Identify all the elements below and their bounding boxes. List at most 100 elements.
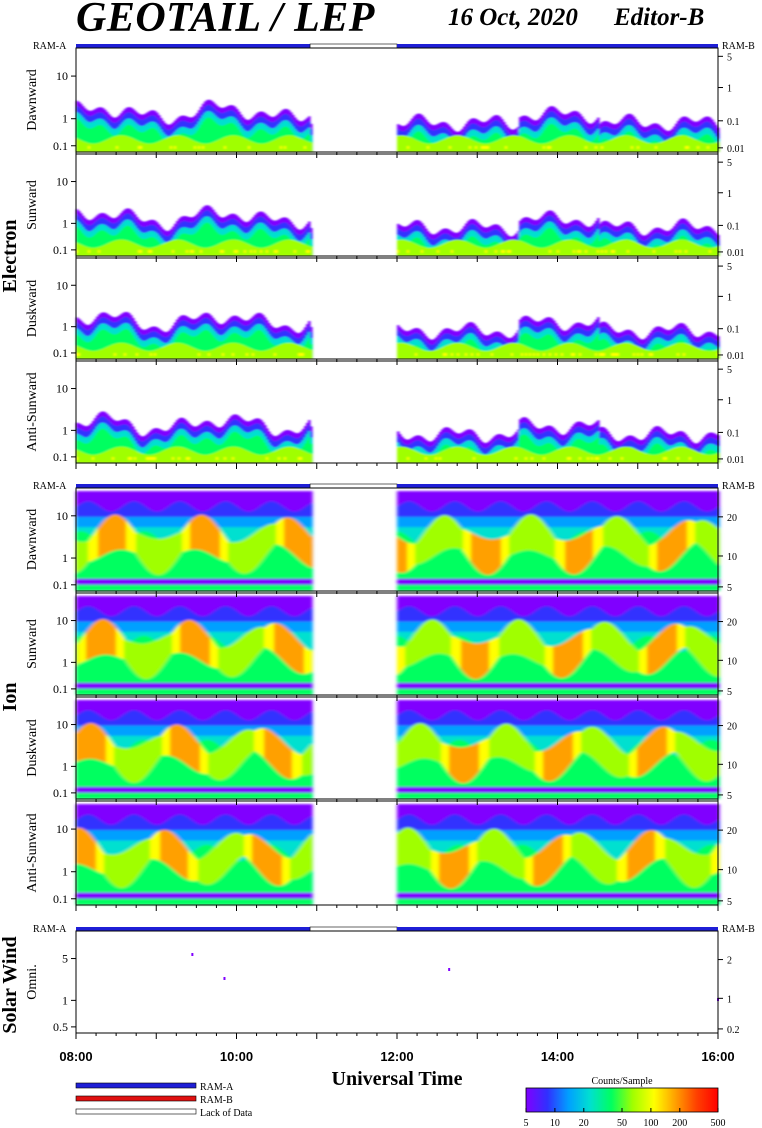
y-tick-right-label: 10 (727, 656, 737, 667)
y-tick-label: 5 (62, 952, 68, 966)
colorbar-tick-label: 5 (524, 1118, 529, 1128)
y-tick-right-label: 1 (727, 396, 732, 407)
y-tick-right-label: 1 (727, 189, 732, 200)
y-tick-label: 10 (56, 718, 68, 732)
x-tick-label: 08:00 (59, 1049, 92, 1064)
solar-wind-point (191, 953, 194, 956)
panel-axes: 10 1 0.1 5 1 0.1 0.01 Duskward (25, 257, 745, 365)
legend-label-lack: Lack of Data (200, 1108, 253, 1119)
y-tick-right-label: 20 (727, 826, 737, 837)
panel-label: Dawnward (25, 509, 40, 570)
y-tick-label: 0.1 (53, 346, 68, 360)
y-tick-label: 1 (62, 551, 68, 565)
solar-wind-point (223, 977, 226, 980)
spectrogram-panel (76, 700, 720, 799)
y-tick-label: 1 (62, 112, 68, 126)
y-tick-right-label: 0.1 (727, 325, 740, 336)
y-tick-right-label: 10 (727, 552, 737, 563)
y-tick-right-label: 1 (727, 292, 732, 303)
spectrogram-panel (76, 312, 720, 359)
y-tick-right-label: 5 (727, 583, 732, 594)
ram-a-label: RAM-A (33, 41, 67, 52)
y-tick-label: 1 (62, 216, 68, 230)
legend-swatch-lack (75, 1108, 197, 1115)
y-tick-label: 10 (56, 382, 68, 396)
panel-label: Sunward (25, 619, 40, 669)
y-tick-right-label: 20 (727, 513, 737, 524)
ram-a-segment (76, 44, 311, 48)
panel-axes: 10 1 0.1 20 10 5 Sunward (25, 592, 737, 701)
chart-title: GEOTAIL / LEP (76, 0, 375, 41)
y-tick-right-label: 5 (727, 897, 732, 908)
ram-b-label: RAM-B (722, 41, 755, 52)
y-tick-right-label: 5 (727, 262, 732, 273)
group-label: Ion (0, 683, 21, 712)
y-tick-label: 10 (56, 175, 68, 189)
panel-group (76, 491, 720, 905)
ram-bar: RAM-A RAM-B (33, 481, 755, 492)
spectrogram-panel (76, 99, 720, 152)
legend-swatch-ram_a (75, 1082, 197, 1089)
legend: RAM-A RAM-B Lack of Data Counts/Sample 5 10 20… (75, 1076, 726, 1128)
ram-a-segment (397, 484, 718, 488)
y-tick-label: 0.1 (53, 892, 68, 906)
x-tick-label: 10:00 (220, 1049, 253, 1064)
y-tick-right-label: 5 (727, 158, 732, 169)
ram-bar: RAM-A RAM-B (33, 41, 755, 52)
x-axis-label: Universal Time (332, 1068, 463, 1090)
ram-a-segment (76, 484, 311, 488)
panel-label: Duskward (25, 719, 40, 777)
panel-label: Anti-Sunward (25, 372, 40, 451)
panel-frame (75, 930, 719, 1034)
y-tick-label: 1 (62, 423, 68, 437)
chart-editor: Editor-B (614, 4, 705, 31)
y-tick-right-label: 20 (727, 722, 737, 733)
colorbar-tick-label: 10 (550, 1118, 560, 1128)
colorbar-title: Counts/Sample (591, 1076, 653, 1087)
panel-axes: 10 1 0.1 5 1 0.1 0.01 Anti-Sunward (25, 360, 745, 469)
y-tick-right-label: 1 (727, 994, 732, 1005)
y-tick-label: 1 (62, 320, 68, 334)
y-tick-right-label: 10 (727, 866, 737, 877)
panel-label: Anti-Sunward (25, 813, 40, 892)
panel-label: Omni. (25, 964, 40, 999)
colorbar-tick-label: 200 (672, 1118, 687, 1128)
y-tick-label: 1 (62, 865, 68, 879)
y-tick-right-label: 0.01 (727, 455, 745, 466)
x-tick-label: 14:00 (541, 1049, 574, 1064)
ram-b-label: RAM-B (722, 924, 755, 935)
ram-a-label: RAM-A (33, 924, 67, 935)
y-tick-right-label: 0.01 (727, 351, 745, 362)
panel-axes: 5 1 0.5 2 1 0.2 Omni. (25, 930, 740, 1039)
y-tick-right-label: 0.1 (727, 221, 740, 232)
y-tick-right-label: 0.2 (727, 1025, 740, 1036)
y-tick-label: 0.1 (53, 450, 68, 464)
y-tick-label: 10 (56, 278, 68, 292)
y-tick-right-label: 1 (727, 84, 732, 95)
y-tick-label: 10 (56, 614, 68, 628)
y-tick-label: 0.5 (53, 1020, 68, 1034)
panel-axes: 10 1 0.1 20 10 5 Anti-Sunward (25, 800, 737, 911)
colorbar-tick-label: 100 (643, 1118, 658, 1128)
panel-label: Duskward (25, 280, 40, 338)
y-tick-right-label: 5 (727, 365, 732, 376)
ram-a-segment (397, 927, 718, 931)
y-tick-right-label: 5 (727, 52, 732, 63)
y-tick-right-label: 5 (727, 687, 732, 698)
y-tick-label: 1 (62, 655, 68, 669)
ram-a-segment (76, 927, 311, 931)
spectrogram-panel (76, 596, 720, 695)
spectrogram-panel (76, 491, 720, 591)
panel-axes: 10 1 0.1 20 10 5 Dawnward (25, 487, 737, 597)
legend-swatch-ram_b (75, 1095, 197, 1102)
colorbar-tick-label: 50 (617, 1118, 627, 1128)
panel-group (76, 99, 720, 463)
spectrogram-panel (76, 804, 720, 905)
x-tick-label: 16:00 (701, 1049, 734, 1064)
lack-of-data-segment (309, 926, 398, 932)
spectrogram-panel (76, 411, 720, 463)
y-tick-label: 0.1 (53, 139, 68, 153)
y-tick-right-label: 0.01 (727, 144, 745, 155)
chart-date: 16 Oct, 2020 (448, 4, 578, 31)
group-label: Electron (0, 220, 21, 293)
